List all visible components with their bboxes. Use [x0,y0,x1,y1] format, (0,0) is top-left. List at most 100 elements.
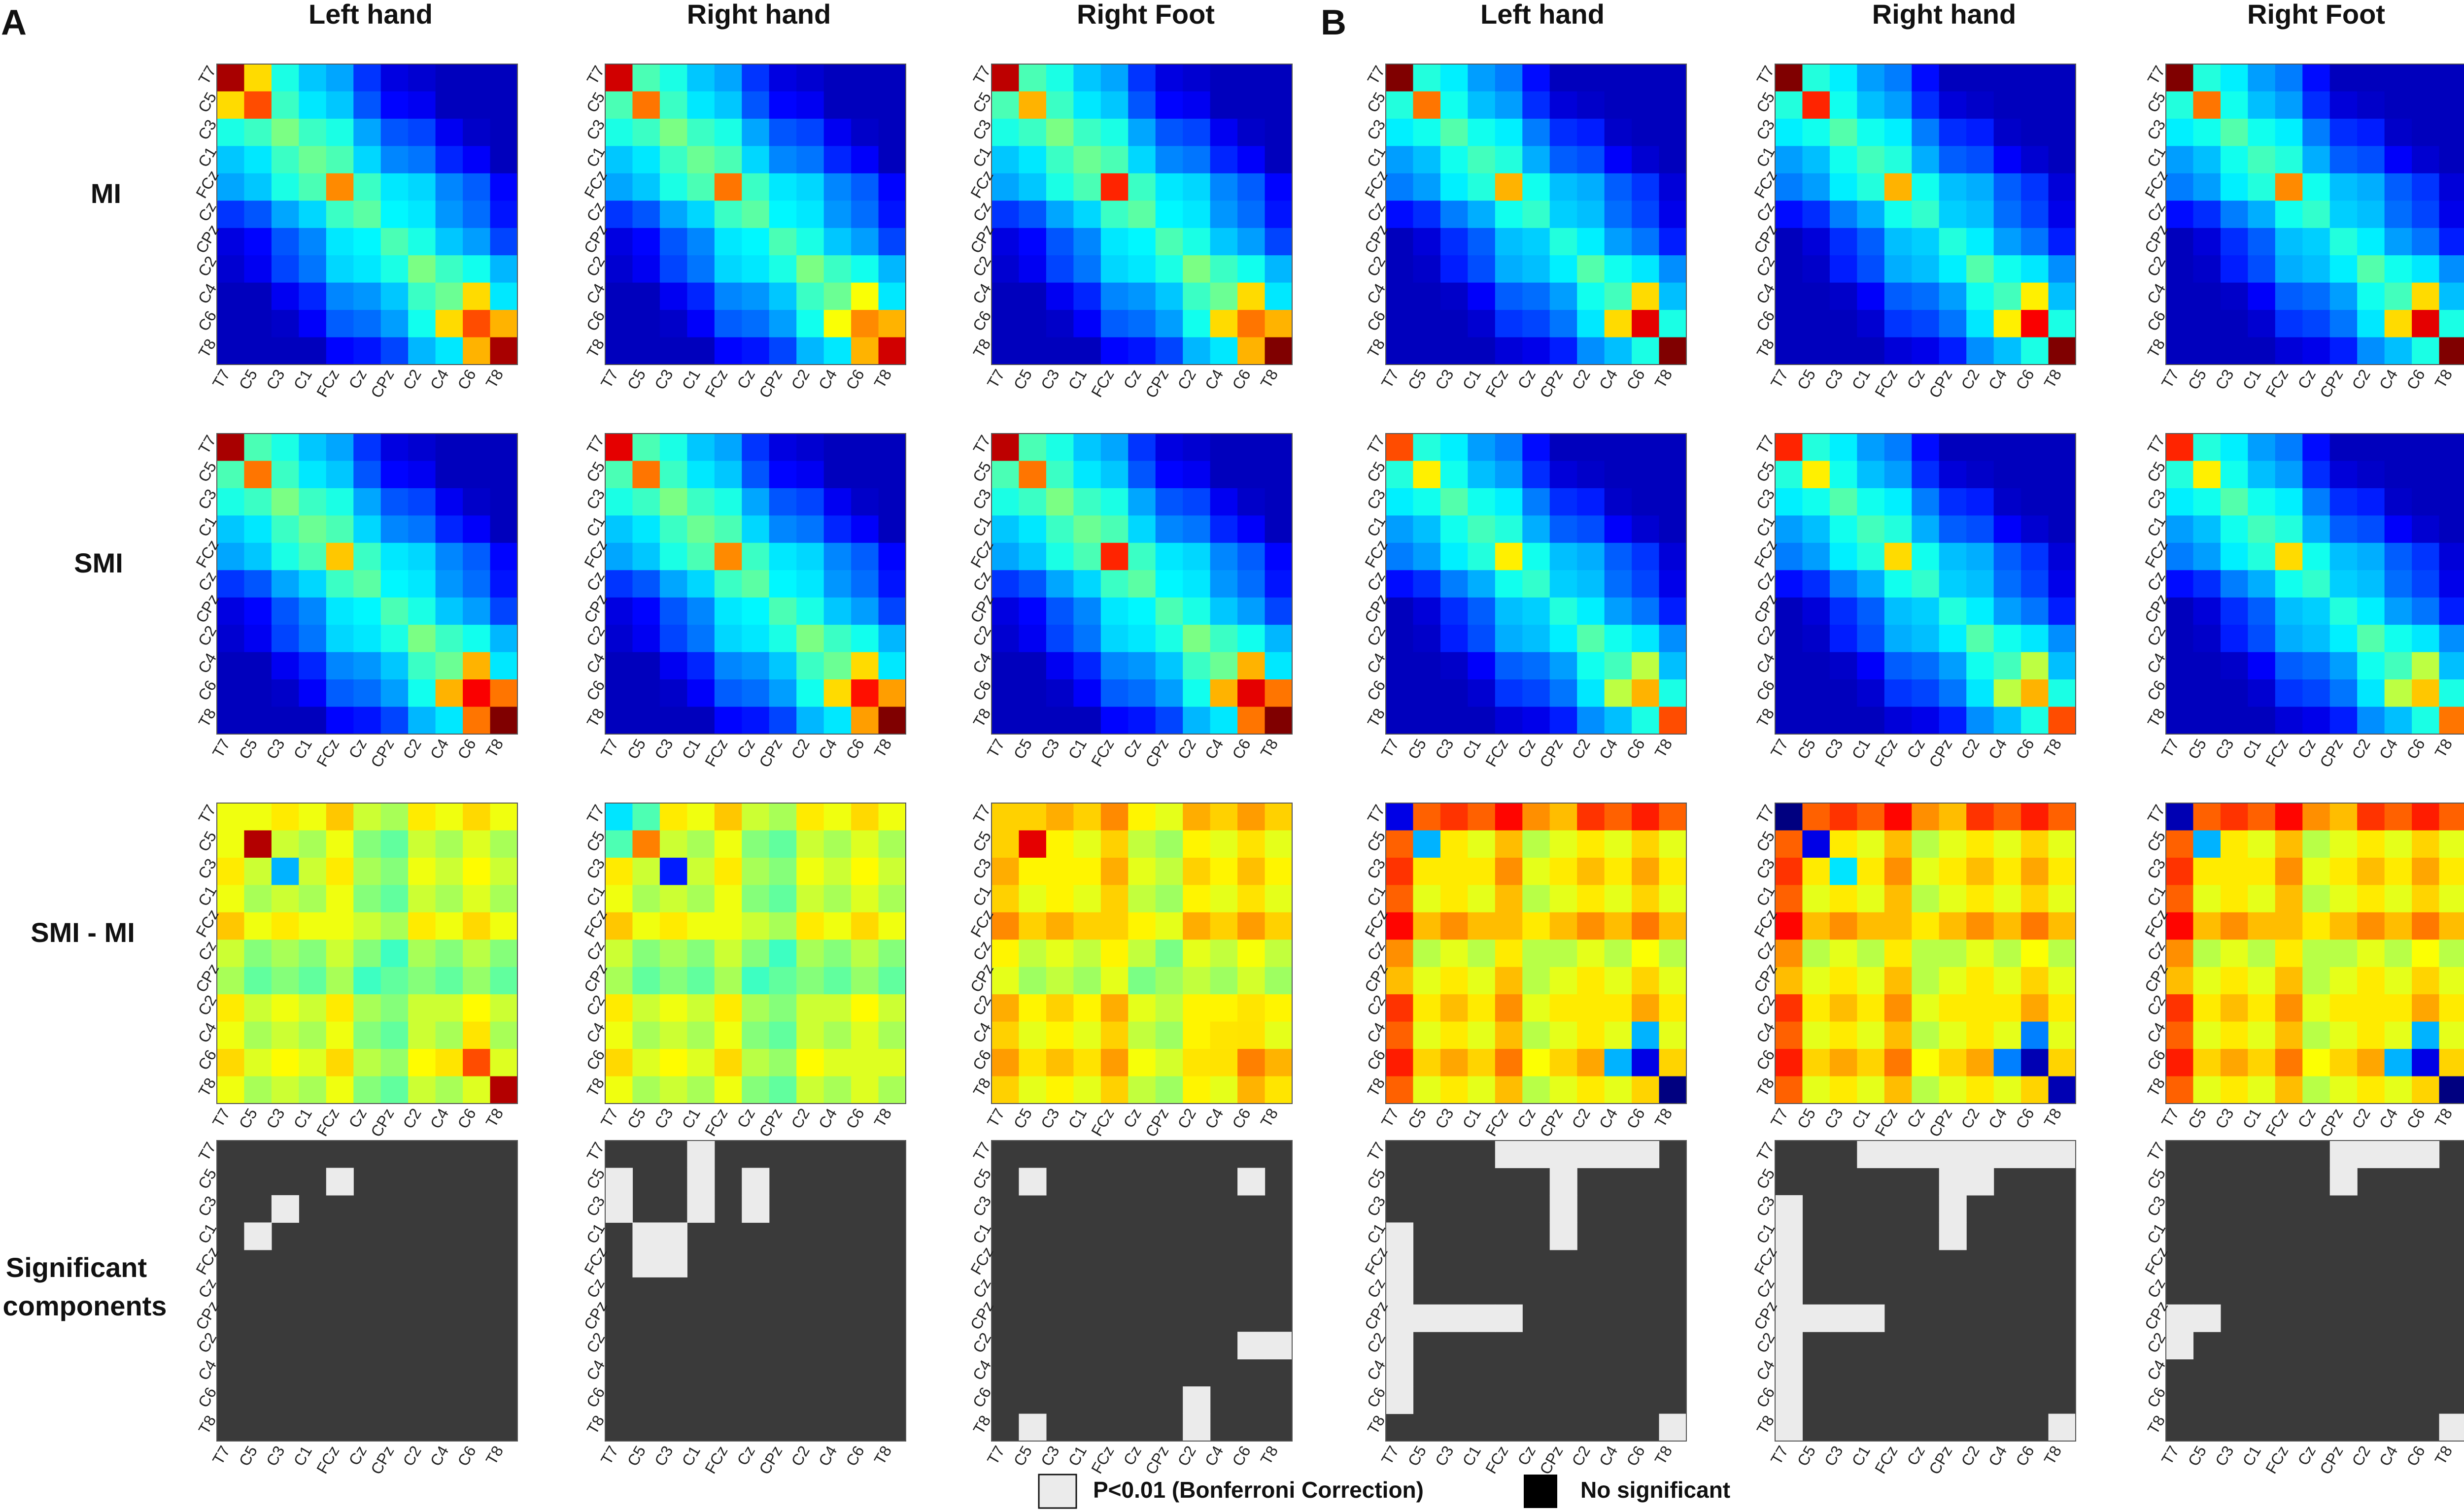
heatmap-cell [1775,597,1803,625]
heatmap-cell [1019,228,1047,256]
heatmap-cell [632,337,660,365]
heatmap-cell [992,310,1020,338]
heatmap-cell [878,146,906,174]
heatmap-cell [2357,146,2385,174]
heatmap-cell [769,255,797,283]
heatmap-cell [1073,310,1101,338]
heatmap-cell [742,652,770,680]
heatmap-cell [823,967,852,995]
heatmap-cell [244,461,272,489]
heatmap-cell [769,310,797,338]
heatmap-cell [878,679,906,707]
x-tick-label: C1 [2239,736,2265,762]
heatmap-cell [1912,173,1940,201]
heatmap-cell [408,461,436,489]
heatmap-cell [659,830,687,858]
heatmap-cell [244,706,272,735]
heatmap-cell [1237,994,1266,1022]
heatmap-cell [2220,173,2248,201]
x-tick-label: C5 [1404,1106,1430,1132]
y-tick-label: T8 [970,336,994,361]
heatmap-cell [605,679,633,707]
y-tick-label: T8 [2144,336,2169,361]
heatmap-cell [1577,310,1605,338]
heatmap-cell [1468,857,1496,885]
heatmap-cell [408,1049,436,1077]
x-tick-label: C4 [2376,736,2401,762]
heatmap-cell [271,940,299,968]
heatmap-cell [1073,64,1101,92]
heatmap-cell [1577,64,1605,92]
heatmap-cell [2166,337,2194,365]
heatmap-cell [1265,885,1293,913]
heatmap-cell [796,173,824,201]
heatmap-cell [1265,652,1293,680]
heatmap-cell [435,118,463,146]
heatmap-cell [2302,282,2330,310]
heatmap-cell [687,146,715,174]
heatmap-cell [992,940,1020,968]
x-tick-label: C3 [2212,367,2237,393]
heatmap-cell [2048,706,2076,735]
heatmap-cell [632,173,660,201]
heatmap-cell [2384,679,2412,707]
heatmap-cell [1939,1076,1967,1104]
heatmap-cell [1577,940,1605,968]
heatmap-cell [605,461,633,489]
heatmap-cell [1210,597,1238,625]
heatmap-cell [605,570,633,598]
heatmap-cell [1884,706,1912,735]
heatmap-cell [1100,64,1129,92]
heatmap-cell [1857,803,1885,831]
heatmap-cell [2384,570,2412,598]
y-tick-label: C2 [583,253,609,279]
heatmap-cell [435,1021,463,1049]
heatmap-cell [408,488,436,516]
heatmap-cell [823,201,852,229]
heatmap-cell [271,461,299,489]
heatmap-cell [2193,310,2221,338]
heatmap-cell [769,228,797,256]
heatmap-cell [632,488,660,516]
heatmap-cell [353,706,381,735]
significant-cell [1549,1195,1577,1223]
heatmap-cell [1019,1076,1047,1104]
y-tick-label: Cz [969,938,994,964]
y-tick-label: C4 [1753,280,1779,306]
heatmap-cell [851,912,879,940]
heatmap-cell [1632,488,1660,516]
heatmap-cell [1210,337,1238,365]
heatmap-cell [1802,542,1830,571]
heatmap-cell [769,570,797,598]
panel-frame [991,433,1293,735]
panel-frame [216,64,518,365]
heatmap-cell [1495,857,1523,885]
heatmap-cell [271,679,299,707]
heatmap-cell [2384,885,2412,913]
heatmap-cell [1468,337,1496,365]
x-tick-label: Cz [2294,1106,2319,1131]
heatmap-cell [1522,652,1550,680]
heatmap-cell [1155,885,1183,913]
heatmap-cell [380,885,409,913]
heatmap-cell [2220,282,2248,310]
x-tick-label: C2 [787,1106,813,1132]
heatmap-cell [1413,515,1441,543]
heatmap-cell [2166,1021,2194,1049]
heatmap-cell [2412,91,2440,119]
heatmap-cell [1857,282,1885,310]
heatmap-cell [1884,118,1912,146]
heatmap-cell [1265,994,1293,1022]
heatmap-cell [2048,310,2076,338]
heatmap-cell [2021,228,2049,256]
heatmap-cell [1632,310,1660,338]
heatmap-cell [2412,461,2440,489]
heatmap-cell [1468,1076,1496,1104]
heatmap-cell [1577,1021,1605,1049]
heatmap-cell [992,1076,1020,1104]
heatmap-cell [796,118,824,146]
heatmap-cell [1993,228,2021,256]
heatmap-cell [1966,679,1994,707]
heatmap-cell [769,337,797,365]
x-tick-label: C4 [815,736,841,762]
